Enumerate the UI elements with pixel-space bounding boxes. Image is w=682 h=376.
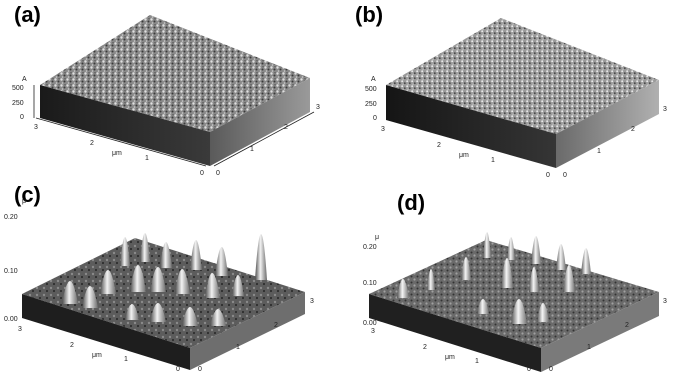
surface-plot-c <box>22 233 305 370</box>
y-tick: 2 <box>274 322 278 329</box>
surface-side-face <box>556 80 659 168</box>
y-tick: 0 <box>563 172 567 179</box>
z-tick: 0.20 <box>363 244 377 251</box>
x-tick: 2 <box>70 342 74 349</box>
z-tick: 0 <box>373 115 377 122</box>
panel-label: (c) <box>14 182 41 207</box>
x-tick: 2 <box>423 344 427 351</box>
y-tick: 0 <box>549 366 553 373</box>
surface-peaks <box>397 232 591 324</box>
y-tick: 1 <box>250 146 254 153</box>
y-tick: 1 <box>597 148 601 155</box>
surface-top <box>369 240 659 348</box>
y-tick: 3 <box>663 298 667 305</box>
x-tick: 2 <box>90 140 94 147</box>
z-unit: A <box>371 76 376 83</box>
x-axis-label: μm <box>112 150 122 157</box>
z-tick: 0.10 <box>4 268 18 275</box>
panel-c: (c) μ 0.20 0.10 0.00 3 2 1 0 μm 0 1 2 3 <box>0 182 341 376</box>
x-tick: 2 <box>437 142 441 149</box>
x-tick: 0 <box>200 170 204 177</box>
surface-side-face <box>210 78 310 166</box>
x-tick: 0 <box>176 366 180 373</box>
z-tick: 500 <box>365 86 377 93</box>
x-tick: 3 <box>381 126 385 133</box>
x-tick: 1 <box>475 358 479 365</box>
surface-plot-a <box>33 15 315 167</box>
surface-side-face <box>541 292 659 372</box>
panel-b: (b) A 500 250 0 3 2 1 0 μm 0 1 2 3 <box>341 0 682 188</box>
surface-plot-d <box>369 232 659 372</box>
x-tick: 0 <box>546 172 550 179</box>
y-tick: 0 <box>198 366 202 373</box>
x-axis-label: μm <box>445 354 455 361</box>
y-tick: 1 <box>587 344 591 351</box>
z-tick: 0.20 <box>4 214 18 221</box>
surface-plot-b <box>386 18 659 168</box>
y-tick: 2 <box>625 322 629 329</box>
surface-top <box>22 238 305 348</box>
panel-label: (d) <box>397 190 426 215</box>
x-tick: 1 <box>491 157 495 164</box>
y-tick: 1 <box>236 344 240 351</box>
surface-front-face <box>22 294 190 370</box>
surface-peaks <box>62 233 267 326</box>
z-tick: 250 <box>365 101 377 108</box>
surface-front-face <box>386 85 556 168</box>
x-tick: 0 <box>527 366 531 373</box>
panel-label: (b) <box>355 2 384 27</box>
x-tick: 3 <box>34 124 38 131</box>
z-unit: μ <box>375 234 380 241</box>
panel-label: (a) <box>14 2 41 27</box>
surface-top <box>40 15 310 132</box>
surface-front-face <box>40 85 210 166</box>
z-tick: 0.00 <box>363 320 377 327</box>
x-tick: 3 <box>18 326 22 333</box>
x-tick: 1 <box>145 155 149 162</box>
z-unit: A <box>22 76 27 83</box>
y-tick: 3 <box>316 104 320 111</box>
surface-front-face <box>369 294 541 372</box>
y-tick: 2 <box>284 124 288 131</box>
z-tick: 0.10 <box>363 280 377 287</box>
z-tick: 500 <box>12 85 24 92</box>
x-tick: 3 <box>371 328 375 335</box>
x-axis-label: μm <box>459 152 469 159</box>
y-tick: 0 <box>216 170 220 177</box>
panel-d: (d) μ 0.20 0.10 0.00 3 2 1 0 μm 0 1 2 3 <box>341 188 682 376</box>
y-tick: 3 <box>310 298 314 305</box>
z-tick: 0 <box>20 114 24 121</box>
x-tick: 1 <box>124 356 128 363</box>
z-tick: 0.00 <box>4 316 18 323</box>
panel-a: (a) A 500 250 0 3 2 1 0 μm 0 1 2 3 <box>0 0 341 188</box>
y-tick: 3 <box>663 106 667 113</box>
y-tick: 2 <box>631 126 635 133</box>
x-axis-label: μm <box>92 352 102 359</box>
z-unit: μ <box>22 198 27 205</box>
surface-side-face <box>190 292 305 370</box>
z-tick: 250 <box>12 100 24 107</box>
surface-top <box>386 18 659 134</box>
